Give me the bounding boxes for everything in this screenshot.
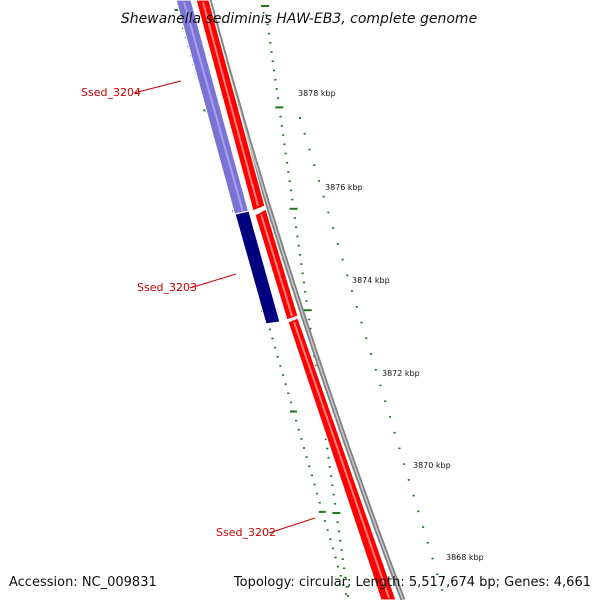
gene-label-ssed-3202[interactable]: Ssed_3202 bbox=[216, 526, 276, 539]
leader-ssed-3204 bbox=[133, 80, 182, 94]
cds-forward-2-highlight bbox=[260, 213, 293, 317]
label-leaders bbox=[133, 80, 316, 534]
cds-reverse-ssed-3203 bbox=[234, 210, 281, 325]
reverse-strand-track bbox=[175, 0, 281, 325]
tick-label-3868: 3868 kbp bbox=[446, 553, 484, 562]
tick-label-3876: 3876 kbp bbox=[325, 183, 363, 192]
gene-label-ssed-3204[interactable]: Ssed_3204 bbox=[81, 86, 141, 99]
map-title: Shewanella sediminis HAW-EB3, complete g… bbox=[121, 11, 477, 27]
gene-label-ssed-3203[interactable]: Ssed_3203 bbox=[137, 281, 197, 294]
tick-label-3874: 3874 kbp bbox=[352, 276, 390, 285]
leader-ssed-3202 bbox=[268, 517, 316, 534]
genome-summary: Topology: circular; Length: 5,517,674 bp… bbox=[233, 575, 591, 590]
cds-reverse-1-highlight bbox=[183, 1, 244, 213]
leader-ssed-3203 bbox=[189, 273, 237, 289]
tick-label-3878: 3878 kbp bbox=[298, 89, 336, 98]
accession-label: Accession: NC_009831 bbox=[9, 575, 157, 590]
tick-label-3872: 3872 kbp bbox=[382, 369, 420, 378]
cds-forward-3-highlight bbox=[293, 321, 390, 599]
tick-label-3870: 3870 kbp bbox=[413, 461, 451, 470]
forward-strand-track bbox=[195, 0, 397, 601]
cds-forward-1-highlight bbox=[202, 1, 259, 207]
